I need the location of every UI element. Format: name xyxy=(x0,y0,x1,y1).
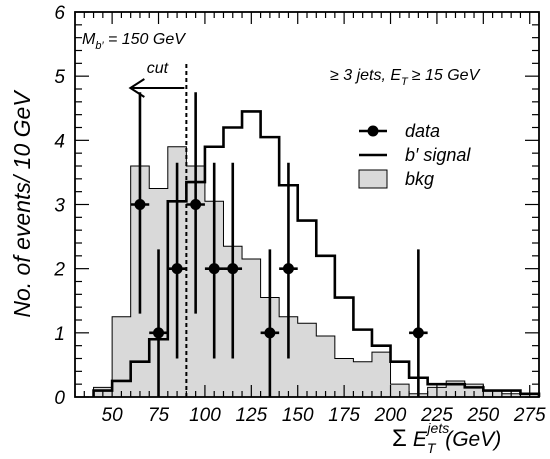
data-point xyxy=(167,162,187,359)
legend-data-marker xyxy=(367,125,379,137)
legend: data b′ signal bkg xyxy=(358,121,471,189)
legend-label: b′ signal xyxy=(405,145,471,165)
legend-bkg-swatch xyxy=(358,169,388,189)
x-tick-label: 150 xyxy=(282,405,314,426)
cut-arrow-head xyxy=(128,78,145,98)
data-marker xyxy=(190,199,202,210)
data-marker xyxy=(264,327,276,339)
selection-label: ≥ 3 jets, ET ≥ 15 GeV xyxy=(330,67,481,88)
legend-label: bkg xyxy=(405,169,434,189)
cut-label: cut xyxy=(147,60,169,77)
bkg-histogram xyxy=(93,146,540,398)
x-axis-label: Σ ETjets(GeV) xyxy=(392,420,501,456)
x-tick-label: 200 xyxy=(374,405,407,426)
x-tick-label: 275 xyxy=(513,405,546,426)
x-tick-label: 250 xyxy=(466,405,499,426)
data-marker xyxy=(208,263,220,275)
legend-item-signal: b′ signal xyxy=(359,145,471,165)
x-tick-label: 175 xyxy=(328,405,360,426)
y-tick-label: 1 xyxy=(54,324,65,345)
data-point xyxy=(279,162,298,359)
y-tick-label: 6 xyxy=(54,3,65,24)
data-marker xyxy=(171,263,183,275)
y-tick-label: 4 xyxy=(54,131,65,152)
axis-ticks-layer: 50 75 100 125 150 175 200 225 250 275 0 1 2 3 4 5 6 xyxy=(53,3,546,426)
data-point xyxy=(223,162,243,359)
data-marker xyxy=(227,263,239,275)
data-points-layer xyxy=(130,92,428,397)
y-tick-label: 3 xyxy=(54,196,65,217)
y-tick-label: 0 xyxy=(54,388,65,409)
legend-item-data: data xyxy=(359,121,440,141)
x-tick-label: 75 xyxy=(148,405,170,426)
annotations-layer: cut Mb′ = 150 GeV ≥ 3 jets, ET ≥ 15 GeV xyxy=(82,31,481,397)
data-marker xyxy=(412,327,424,339)
data-point xyxy=(186,92,205,314)
data-point xyxy=(409,249,428,397)
signal-histogram xyxy=(92,110,541,397)
data-point xyxy=(130,92,150,314)
data-point xyxy=(149,249,168,397)
y-tick-label: 2 xyxy=(53,260,65,281)
data-marker xyxy=(134,199,146,210)
data-marker xyxy=(153,327,165,339)
legend-label: data xyxy=(405,121,440,141)
x-tick-label: 100 xyxy=(189,405,221,426)
legend-item-bkg: bkg xyxy=(358,169,434,189)
x-tick-label: 125 xyxy=(235,405,267,426)
y-tick-label: 5 xyxy=(54,67,65,88)
data-point xyxy=(260,249,280,397)
x-tick-label: 50 xyxy=(102,405,124,426)
data-marker xyxy=(282,263,294,275)
data-point xyxy=(204,162,224,359)
mass-label: Mb′ = 150 GeV xyxy=(82,31,186,52)
histogram-layer xyxy=(92,110,541,398)
x-tick-label: 225 xyxy=(420,405,453,426)
y-axis-label: No. of events/ 10 GeV xyxy=(9,89,35,318)
